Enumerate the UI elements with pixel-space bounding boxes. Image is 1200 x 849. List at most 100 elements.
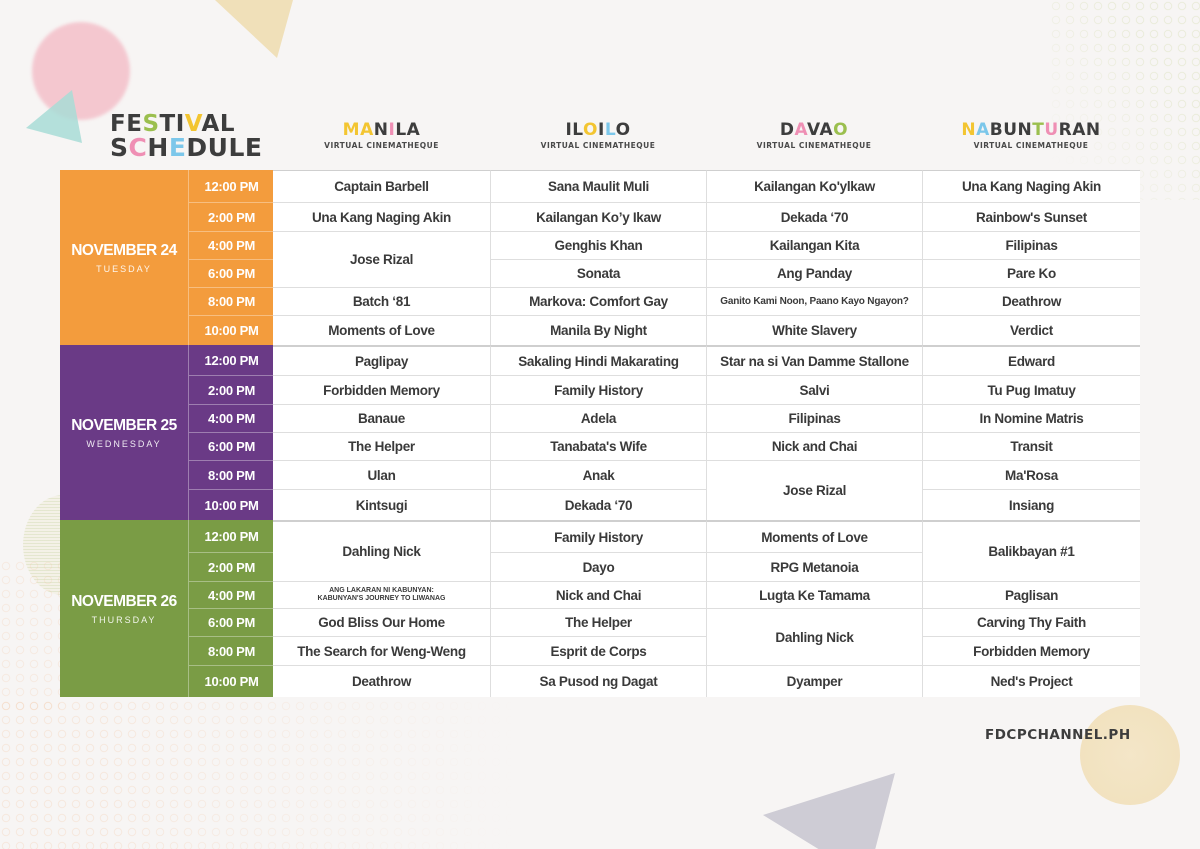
footer-website-url[interactable]: FDCPCHANNEL.PH <box>985 727 1131 743</box>
film-screening[interactable]: Transit <box>922 432 1140 460</box>
film-screening[interactable]: Dekada ‘70 <box>706 202 922 231</box>
film-screening[interactable]: Ganito Kami Noon, Paano Kayo Ngayon? <box>706 287 922 315</box>
film-screening[interactable]: Family History <box>490 375 706 404</box>
film-screening[interactable]: Paglisan <box>922 581 1140 608</box>
film-screening[interactable]: Dahling Nick <box>706 608 922 665</box>
film-screening[interactable]: RPG Metanoia <box>706 552 922 581</box>
film-screening[interactable]: Lugta Ke Tamama <box>706 581 922 608</box>
film-screening[interactable]: Pare Ko <box>922 259 1140 287</box>
film-screening[interactable]: Deathrow <box>922 287 1140 315</box>
film-screening[interactable]: Filipinas <box>922 231 1140 259</box>
film-screening[interactable]: Sakaling Hindi Makarating <box>490 345 706 375</box>
film-screening[interactable]: Anak <box>490 460 706 489</box>
location-name-letters: U <box>1044 120 1059 140</box>
film-screening[interactable]: Banaue <box>273 404 490 432</box>
film-screening[interactable]: Kailangan Ko'ylkaw <box>706 170 922 202</box>
film-screening[interactable]: Nick and Chai <box>490 581 706 608</box>
day-label: NOVEMBER 25 WEDNESDAY <box>60 345 188 520</box>
film-screening[interactable]: Edward <box>922 345 1140 375</box>
film-screening[interactable]: Filipinas <box>706 404 922 432</box>
film-screening[interactable]: Balikbayan #1 <box>922 520 1140 581</box>
film-screening[interactable]: Paglipay <box>273 345 490 375</box>
location-name: MANILA <box>273 120 490 140</box>
film-title: Moments of Love <box>761 529 868 545</box>
film-screening[interactable]: Ang Panday <box>706 259 922 287</box>
title.line2-letters: H <box>147 133 169 162</box>
film-screening[interactable]: White Slavery <box>706 315 922 345</box>
film-screening[interactable]: God Bliss Our Home <box>273 608 490 636</box>
film-screening[interactable]: Dahling Nick <box>273 520 490 581</box>
film-screening[interactable]: Verdict <box>922 315 1140 345</box>
title-line-1: FESTIVAL <box>110 112 262 136</box>
time-column: 12:00 PM 2:00 PM 4:00 PM 6:00 PM 8:00 PM 10:0… <box>188 345 274 520</box>
film-screening[interactable]: The Helper <box>490 608 706 636</box>
day-label: NOVEMBER 26 THURSDAY <box>60 520 188 697</box>
film-screening[interactable]: Carving Thy Faith <box>922 608 1140 636</box>
film-screening[interactable]: Batch ‘81 <box>273 287 490 315</box>
film-screening[interactable]: The Search for Weng-Weng <box>273 636 490 665</box>
film-screening[interactable]: Adela <box>490 404 706 432</box>
screenings-grid: Paglipay Forbidden Memory Banaue The Helper… <box>273 345 1140 520</box>
location-name-letters: I <box>598 120 605 140</box>
film-screening[interactable]: Ulan <box>273 460 490 489</box>
film-screening[interactable]: Family History <box>490 520 706 552</box>
film-title: Jose Rizal <box>782 483 847 498</box>
film-screening[interactable]: Moments of Love <box>273 315 490 345</box>
film-title: Sa Pusod ng Dagat <box>539 674 658 689</box>
film-title: Rainbow's Sunset <box>976 209 1087 225</box>
film-title: Verdict <box>1010 323 1053 338</box>
film-screening[interactable]: Una Kang Naging Akin <box>922 170 1140 202</box>
film-screening[interactable]: Ned's Project <box>922 665 1140 697</box>
film-screening[interactable]: Jose Rizal <box>706 460 922 520</box>
film-title: Adela <box>580 411 617 426</box>
film-screening[interactable]: Una Kang Naging Akin <box>273 202 490 231</box>
film-screening[interactable]: Kailangan Kita <box>706 231 922 259</box>
film-title: Batch ‘81 <box>352 294 411 309</box>
location-name: DAVAO <box>706 120 922 140</box>
film-screening[interactable]: Sa Pusod ng Dagat <box>490 665 706 697</box>
film-screening[interactable]: Sonata <box>490 259 706 287</box>
film-screening[interactable]: Genghis Khan <box>490 231 706 259</box>
film-screening[interactable]: The Helper <box>273 432 490 460</box>
film-screening[interactable]: Manila By Night <box>490 315 706 345</box>
film-screening[interactable]: Tu Pug Imatuy <box>922 375 1140 404</box>
film-screening[interactable]: Star na si Van Damme Stallone <box>706 345 922 375</box>
film-screening[interactable]: Sana Maulit Muli <box>490 170 706 202</box>
decorative-pink-circle <box>32 22 130 120</box>
film-screening[interactable]: Insiang <box>922 489 1140 520</box>
film-screening[interactable]: ANG LAKARAN NI KABUNYAN: KABUNYAN'S JOURN… <box>273 581 490 608</box>
film-screening[interactable]: In Nomine Matris <box>922 404 1140 432</box>
title.line2-letters: E <box>168 133 187 162</box>
time-slot: 12:00 PM <box>204 528 259 544</box>
decorative-pattern-bottom-left <box>0 700 520 849</box>
film-title: Jose Rizal <box>349 252 414 267</box>
film-screening[interactable]: Deathrow <box>273 665 490 697</box>
film-screening[interactable]: Ma'Rosa <box>922 460 1140 489</box>
film-screening[interactable]: Rainbow's Sunset <box>922 202 1140 231</box>
film-title: Nick and Chai <box>555 587 642 603</box>
film-screening[interactable]: Forbidden Memory <box>922 636 1140 665</box>
film-screening[interactable]: Kintsugi <box>273 489 490 520</box>
film-title: The Helper <box>565 615 632 630</box>
film-screening[interactable]: Captain Barbell <box>273 170 490 202</box>
film-title: Transit <box>1010 439 1053 454</box>
time-slot: 10:00 PM <box>189 665 274 697</box>
film-screening[interactable]: Tanabata's Wife <box>490 432 706 460</box>
film-screening[interactable]: Dayo <box>490 552 706 581</box>
decorative-gold-triangle <box>215 0 293 58</box>
film-screening[interactable]: Kailangan Ko’y Ikaw <box>490 202 706 231</box>
film-screening[interactable]: Esprit de Corps <box>490 636 706 665</box>
film-screening[interactable]: Jose Rizal <box>273 231 490 287</box>
decorative-gold-circle <box>1080 705 1180 805</box>
day-date: NOVEMBER 24 <box>71 241 177 259</box>
film-screening[interactable]: Dyamper <box>706 665 922 697</box>
film-screening[interactable]: Nick and Chai <box>706 432 922 460</box>
film-title: Deathrow <box>1001 294 1062 309</box>
film-screening[interactable]: Moments of Love <box>706 520 922 552</box>
film-screening[interactable]: Salvi <box>706 375 922 404</box>
film-screening[interactable]: Markova: Comfort Gay <box>490 287 706 315</box>
film-screening[interactable]: Forbidden Memory <box>273 375 490 404</box>
film-title: Anak <box>582 467 615 483</box>
film-title: Salvi <box>799 382 830 398</box>
film-screening[interactable]: Dekada ‘70 <box>490 489 706 520</box>
